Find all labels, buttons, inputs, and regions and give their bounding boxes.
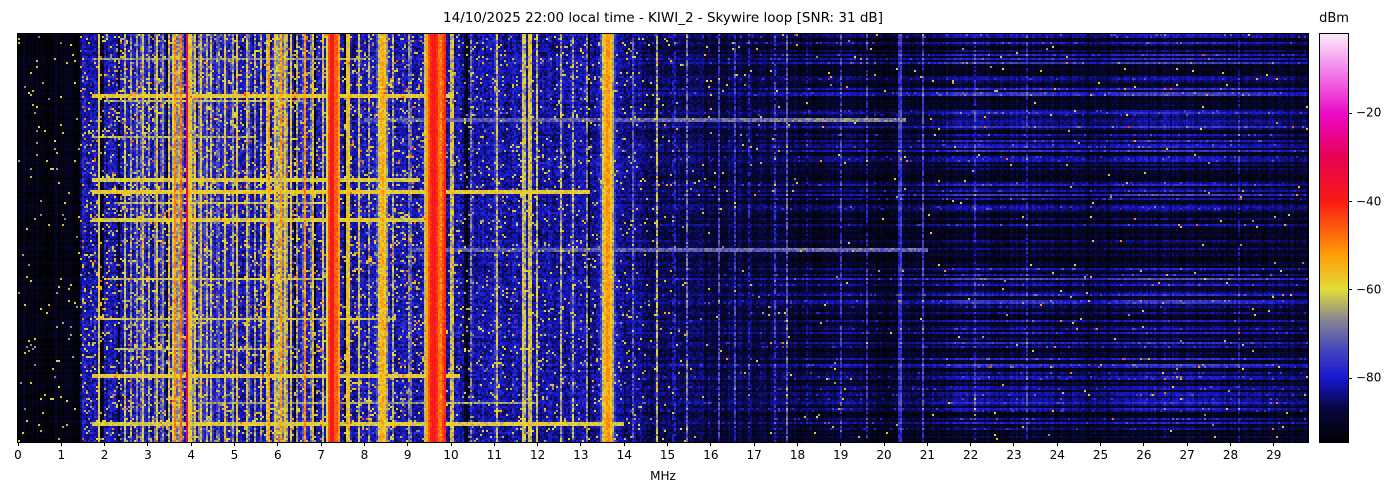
x-tick-label: 2 (100, 448, 109, 462)
colorbar-tick-label: −20 (1356, 105, 1382, 120)
x-tick-label: 29 (1266, 448, 1282, 462)
x-tick-label: 22 (963, 448, 979, 462)
x-tick-label: 28 (1222, 448, 1239, 462)
x-tick-mark (234, 442, 235, 446)
x-tick-label: 3 (144, 448, 152, 462)
x-tick-mark (537, 442, 539, 446)
x-tick-mark (277, 442, 279, 446)
x-tick-mark (1273, 442, 1275, 446)
x-tick-mark (883, 442, 885, 446)
x-tick-label: 5 (230, 448, 239, 462)
x-tick-label: 17 (746, 448, 762, 462)
x-tick-label: 24 (1049, 448, 1065, 462)
x-tick-label: 18 (789, 448, 806, 462)
waterfall-heatmap (18, 34, 1308, 442)
x-tick-label: 21 (919, 448, 935, 462)
x-tick-mark (926, 442, 928, 446)
x-tick-mark (710, 442, 712, 446)
x-tick-label: 12 (529, 448, 546, 462)
colorbar-tick-mark (1348, 377, 1352, 379)
x-tick-mark (580, 442, 582, 446)
colorbar-tick-mark (1348, 112, 1352, 114)
colorbar (1319, 33, 1349, 443)
x-tick-label: 15 (659, 448, 676, 462)
x-tick-label: 4 (187, 448, 196, 462)
x-tick-mark (104, 442, 106, 446)
x-tick-mark (796, 442, 798, 446)
x-tick-mark (493, 442, 495, 446)
x-tick-mark (1229, 442, 1231, 446)
x-tick-mark (623, 442, 625, 446)
x-tick-label: 10 (443, 448, 459, 462)
colorbar-tick-mark (1348, 201, 1352, 203)
x-tick-label: 7 (317, 448, 325, 462)
x-tick-mark (320, 442, 322, 446)
plot-area (17, 33, 1309, 443)
x-tick-label: 8 (360, 448, 369, 462)
x-tick-mark (407, 442, 409, 446)
x-tick-label: 6 (273, 448, 282, 462)
x-tick-mark (450, 442, 452, 446)
x-tick-label: 1 (57, 448, 66, 462)
x-tick-mark (363, 442, 365, 446)
x-axis-label: MHz (650, 469, 676, 483)
x-tick-mark (1186, 442, 1188, 446)
x-tick-mark (60, 442, 62, 446)
x-tick-mark (840, 442, 842, 446)
x-tick-label: 19 (833, 448, 849, 462)
colorbar-tick-mark (1348, 289, 1352, 291)
x-tick-label: 25 (1092, 448, 1109, 462)
x-tick-label: 11 (486, 448, 502, 462)
x-tick-mark (17, 442, 19, 446)
chart-title: 14/10/2025 22:00 local time - KIWI_2 - S… (443, 10, 883, 26)
x-tick-label: 9 (403, 448, 412, 462)
x-tick-mark (753, 442, 755, 446)
x-tick-label: 16 (703, 448, 719, 462)
colorbar-tick-label: −60 (1356, 282, 1382, 297)
x-tick-mark (667, 442, 669, 446)
x-tick-label: 26 (1136, 448, 1152, 462)
colorbar-gradient (1320, 34, 1348, 442)
x-tick-mark (1056, 442, 1058, 446)
colorbar-tick-label: −80 (1356, 370, 1382, 385)
x-tick-mark (1143, 442, 1145, 446)
x-tick-label: 13 (573, 448, 589, 462)
x-tick-mark (1100, 442, 1102, 446)
x-tick-label: 20 (876, 448, 892, 462)
colorbar-tick-label: −40 (1356, 194, 1382, 209)
x-tick-label: 27 (1179, 448, 1195, 462)
x-tick-mark (190, 442, 192, 446)
colorbar-label: dBm (1319, 11, 1349, 26)
x-tick-mark (970, 442, 972, 446)
x-tick-label: 23 (1006, 448, 1022, 462)
x-tick-mark (1013, 442, 1015, 446)
x-tick-mark (147, 442, 149, 446)
x-tick-label: 0 (14, 448, 22, 462)
x-tick-label: 14 (616, 448, 632, 462)
